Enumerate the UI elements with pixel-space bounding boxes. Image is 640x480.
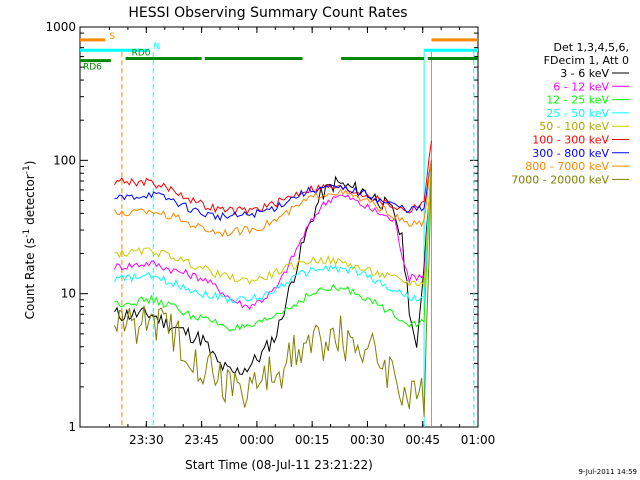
y-tick-label-3: 1000 bbox=[45, 20, 76, 34]
series-line-5 bbox=[114, 140, 432, 216]
series-line-8 bbox=[114, 160, 432, 417]
legend-label-2: 12 - 25 keV bbox=[546, 94, 609, 107]
series-line-3 bbox=[114, 160, 432, 304]
x-tick-label-1: 23:45 bbox=[184, 433, 219, 447]
series-line-1 bbox=[114, 163, 432, 311]
legend-header-1: FDecim 1, Att 0 bbox=[544, 54, 629, 67]
x-tick-label-2: 00:00 bbox=[240, 433, 275, 447]
y-axis-label-sup2: -1 bbox=[22, 165, 32, 174]
series-line-7 bbox=[114, 160, 432, 238]
x-tick-label-3: 00:15 bbox=[295, 433, 330, 447]
legend-label-1: 6 - 12 keV bbox=[553, 80, 609, 93]
legend-label-8: 7000 - 20000 keV bbox=[511, 173, 609, 186]
chart-title: HESSI Observing Summary Count Rates bbox=[128, 5, 407, 21]
x-tick-label-4: 00:30 bbox=[350, 433, 385, 447]
legend-label-7: 800 - 7000 keV bbox=[525, 160, 609, 173]
y-axis-label-main: Count Rate (s bbox=[23, 238, 37, 320]
y-axis-label: Count Rate (s-1 detector-1) bbox=[22, 161, 37, 320]
y-tick-label-0: 1 bbox=[68, 420, 76, 434]
legend-label-4: 50 - 100 keV bbox=[539, 120, 609, 133]
legend-label-3: 25 - 50 keV bbox=[546, 107, 609, 120]
legend-label-5: 100 - 300 keV bbox=[532, 134, 609, 147]
timestamp: 9-Jul-2011 14:59 bbox=[578, 468, 637, 476]
y-axis-label-mid: detector bbox=[23, 174, 37, 229]
status-bar-label-3: RD6 bbox=[83, 63, 102, 73]
status-bar-label-0: S bbox=[109, 32, 115, 42]
series-line-4 bbox=[114, 160, 432, 288]
legend-label-6: 300 - 800 keV bbox=[532, 147, 609, 160]
x-axis-label: Start Time (08-Jul-11 23:21:22) bbox=[185, 458, 373, 472]
x-tick-label-0: 23:30 bbox=[129, 433, 164, 447]
series-line-2 bbox=[114, 160, 432, 332]
legend-header-0: Det 1,3,4,5,6, bbox=[553, 41, 629, 54]
y-tick-label-1: 10 bbox=[61, 287, 76, 301]
plot-frame bbox=[79, 26, 479, 428]
y-axis-label-end: ) bbox=[23, 161, 37, 166]
legend-label-0: 3 - 6 keV bbox=[560, 67, 609, 80]
series-line-6 bbox=[114, 160, 432, 222]
x-tick-label-5: 00:45 bbox=[405, 433, 440, 447]
status-bar-label-1: N bbox=[154, 42, 161, 52]
x-tick-label-6: 01:00 bbox=[461, 433, 496, 447]
series-line-0 bbox=[114, 166, 432, 375]
status-bar-label-2: RD0 bbox=[132, 49, 151, 59]
y-axis-label-sup1: -1 bbox=[22, 229, 32, 238]
y-tick-label-2: 100 bbox=[53, 153, 76, 167]
